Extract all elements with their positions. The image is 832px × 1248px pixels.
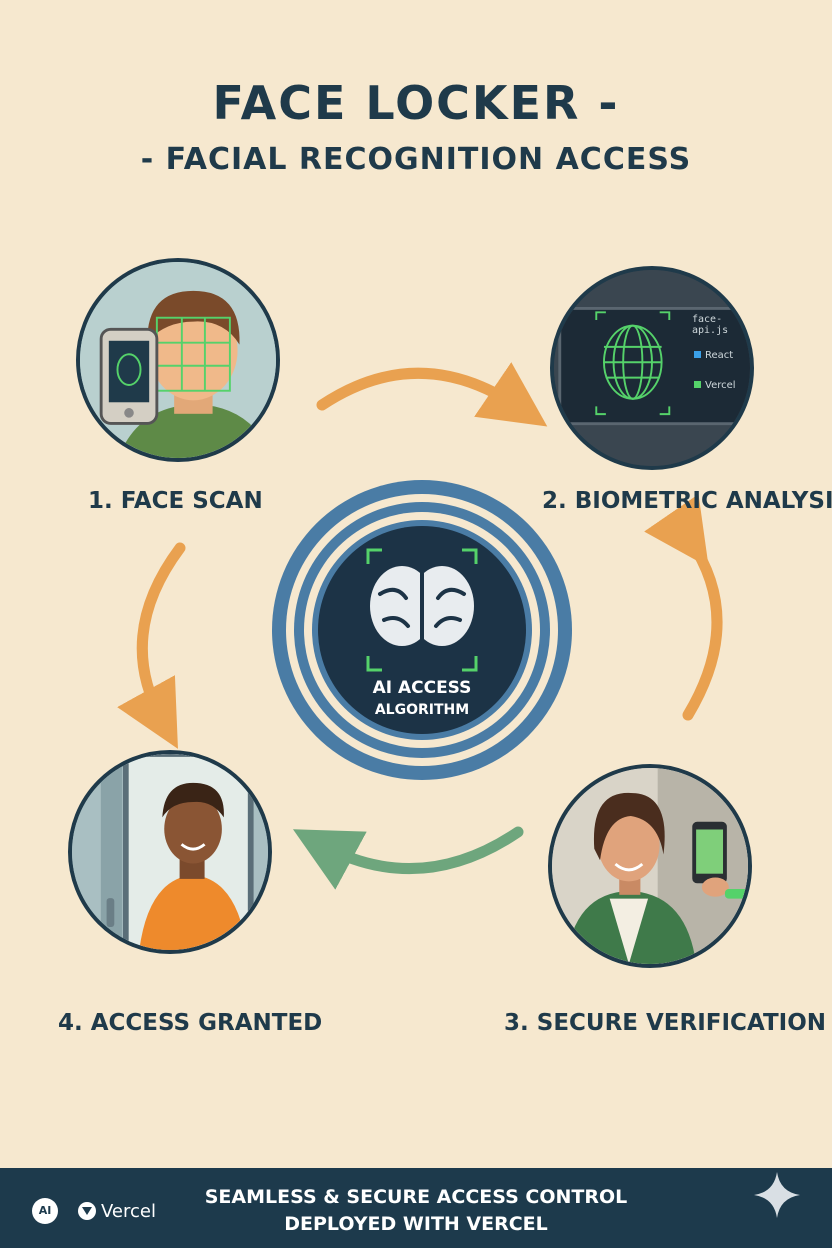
step-access-granted-image <box>68 750 272 954</box>
step-biometric-label: 2. BIOMETRIC ANALYSIS <box>542 488 832 514</box>
vercel-logo: Vercel <box>78 1199 156 1223</box>
footer-tagline-line2: DEPLOYED WITH VERCEL <box>284 1213 548 1235</box>
vercel-triangle-icon <box>78 1202 96 1220</box>
vercel-brand-text: Vercel <box>101 1200 156 1222</box>
ai-logo-badge: AI <box>32 1198 58 1224</box>
door-access-illustration <box>72 754 268 950</box>
arrow-verification-to-access <box>292 826 524 890</box>
arrow-scan-to-analysis <box>316 362 548 427</box>
vercel-square-icon <box>694 381 701 388</box>
sparkle-icon <box>754 1172 800 1218</box>
arrow-analysis-to-verification <box>644 494 723 721</box>
arrow-access-to-scan <box>117 542 186 749</box>
screen-item-vercel-label: Vercel <box>705 380 736 391</box>
screen-item-react: React <box>694 350 733 361</box>
screen-item-faceapi: face-api.js <box>692 314 729 336</box>
ai-algorithm-hub: AI ACCESS ALGORITHM <box>268 476 576 784</box>
face-scan-illustration <box>80 262 276 458</box>
hub-label-line1: AI ACCESS <box>372 678 472 698</box>
step-verification-label: 3. SECURE VERIFICATION <box>504 1010 826 1036</box>
page-title: FACE LOCKER - <box>212 76 620 130</box>
react-icon <box>694 351 701 358</box>
screen-item-react-label: React <box>705 350 734 361</box>
hub-label-line2: ALGORITHM <box>374 702 470 718</box>
step-verification-image <box>548 764 752 968</box>
page-subtitle: - FACIAL RECOGNITION ACCESS <box>140 142 692 177</box>
step-face-scan-image <box>76 258 280 462</box>
biometric-screen-illustration <box>554 270 750 466</box>
step-face-scan-label: 1. FACE SCAN <box>88 488 263 514</box>
step-access-granted-label: 4. ACCESS GRANTED <box>58 1010 323 1036</box>
footer-bar: AI Vercel SEAMLESS & SECURE ACCESS CONTR… <box>0 1168 832 1248</box>
footer-tagline-line1: SEAMLESS & SECURE ACCESS CONTROL <box>204 1186 628 1208</box>
step-biometric-image: face-api.js React Vercel <box>550 266 754 470</box>
screen-item-vercel: Vercel <box>694 380 736 391</box>
brain-icon <box>370 566 474 646</box>
phone-verification-illustration <box>552 768 748 964</box>
